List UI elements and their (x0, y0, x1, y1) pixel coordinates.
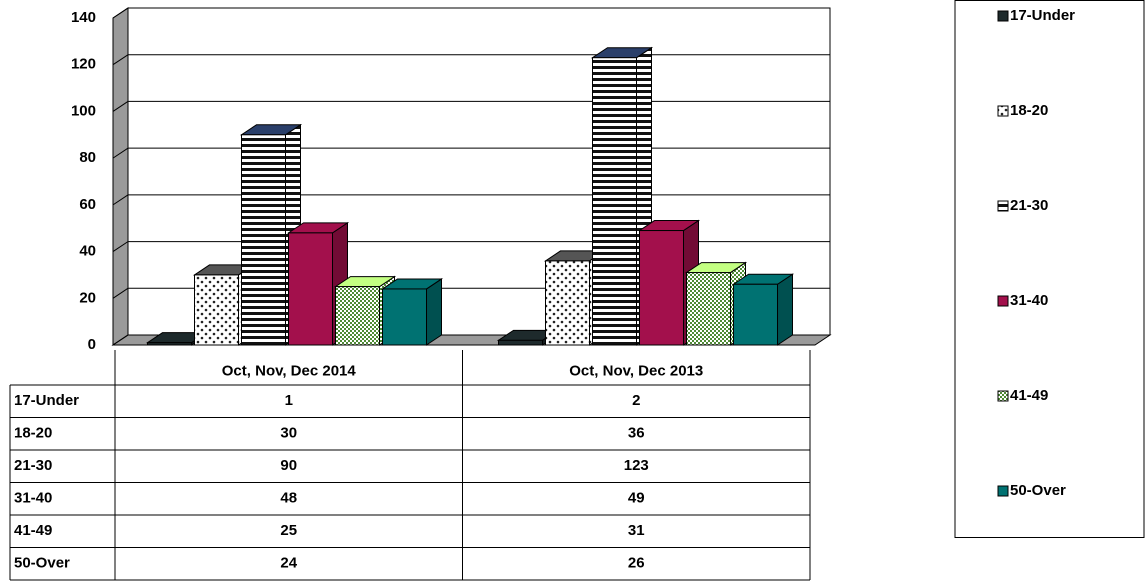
table-value: 48 (280, 490, 297, 507)
legend-swatch (997, 485, 1009, 497)
row-label: 41-49 (14, 522, 52, 539)
legend-swatch (997, 200, 1009, 212)
table-value: 1 (285, 392, 293, 409)
table-value: 30 (280, 425, 297, 442)
table-value: 2 (632, 392, 640, 409)
bar (335, 286, 380, 346)
side-wall (112, 7, 129, 346)
grid-line (112, 7, 830, 19)
bar (686, 272, 731, 346)
grid-line (112, 54, 830, 66)
bar (498, 339, 543, 346)
table-value: 90 (280, 457, 297, 474)
table-value: 26 (628, 555, 645, 572)
bar (288, 232, 333, 346)
bar (241, 134, 286, 346)
y-tick-label: 60 (79, 196, 96, 213)
bar (545, 260, 590, 346)
table-header: Oct, Nov, Dec 2014 (222, 362, 357, 379)
y-tick-label: 40 (79, 243, 96, 260)
legend-label: 50-Over (1010, 482, 1066, 499)
legend-label: 21-30 (1010, 197, 1048, 214)
legend-label: 18-20 (1010, 102, 1048, 119)
table-value: 123 (624, 457, 649, 474)
row-label: 18-20 (14, 425, 52, 442)
row-label: 31-40 (14, 490, 52, 507)
bar (382, 288, 427, 346)
table-value: 36 (628, 425, 645, 442)
table-value: 31 (628, 522, 645, 539)
row-label: 21-30 (14, 457, 52, 474)
table-value: 24 (280, 555, 297, 572)
bar (733, 283, 778, 346)
row-label: 50-Over (14, 555, 70, 572)
legend-box (954, 0, 1145, 538)
legend-swatch (997, 10, 1009, 22)
legend-label: 17-Under (1010, 7, 1075, 24)
y-tick-label: 0 (88, 336, 96, 353)
bar (592, 57, 637, 346)
y-tick-label: 120 (71, 56, 96, 73)
legend-swatch (997, 105, 1009, 117)
legend-swatch (997, 390, 1009, 402)
bar-side (777, 273, 793, 346)
table-value: 25 (280, 522, 297, 539)
legend-swatch (997, 295, 1009, 307)
bar (194, 274, 239, 346)
bar (147, 342, 192, 346)
y-tick-label: 20 (79, 289, 96, 306)
table-value: 49 (628, 490, 645, 507)
bar-side (426, 278, 442, 346)
legend-label: 41-49 (1010, 387, 1048, 404)
legend-label: 31-40 (1010, 292, 1048, 309)
y-tick-label: 140 (71, 9, 96, 26)
y-tick-label: 80 (79, 149, 96, 166)
y-tick-label: 100 (71, 102, 96, 119)
table-header: Oct, Nov, Dec 2013 (569, 362, 703, 379)
row-label: 17-Under (14, 392, 79, 409)
bar (639, 230, 684, 346)
